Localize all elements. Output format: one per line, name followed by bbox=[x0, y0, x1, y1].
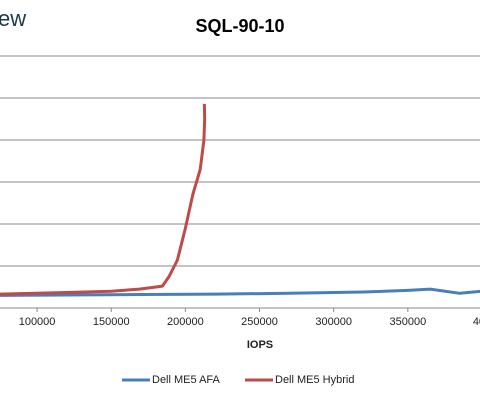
data-line bbox=[0, 287, 480, 297]
x-tick-label: 300000 bbox=[315, 316, 352, 328]
x-axis-title: IOPS bbox=[247, 339, 273, 351]
logo: ew bbox=[0, 6, 26, 31]
x-tick-label: 100000 bbox=[19, 316, 56, 328]
x-tick-label: 400 bbox=[473, 316, 480, 328]
x-tick-label: 250000 bbox=[241, 316, 278, 328]
x-tick-label: 200000 bbox=[167, 316, 204, 328]
x-tick-label: 350000 bbox=[389, 316, 426, 328]
x-tick-label: 150000 bbox=[93, 316, 130, 328]
legend-label: Dell ME5 Hybrid bbox=[275, 374, 354, 386]
chart-title: SQL-90-10 bbox=[195, 16, 284, 36]
legend-label: Dell ME5 AFA bbox=[152, 374, 221, 386]
data-line bbox=[0, 103, 207, 296]
